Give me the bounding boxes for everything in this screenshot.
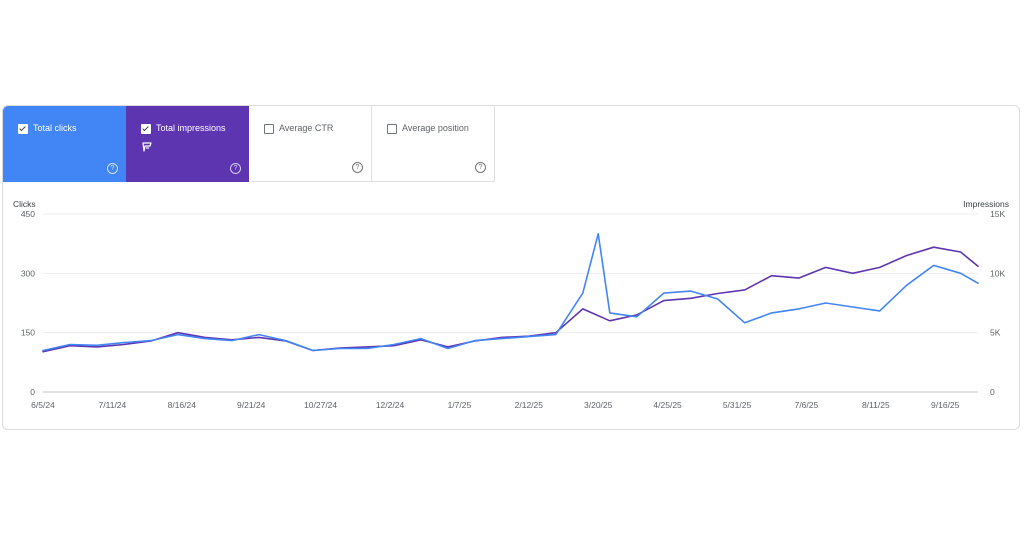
x-axis-tick-label: 7/11/24 xyxy=(99,400,127,410)
help-icon[interactable]: ? xyxy=(475,162,486,173)
checkbox-unchecked-icon[interactable] xyxy=(264,123,274,134)
help-icon[interactable]: ? xyxy=(352,162,363,173)
metric-label: Total clicks xyxy=(33,123,77,133)
x-axis-tick-label: 6/5/24 xyxy=(31,400,55,410)
x-axis-tick-label: 9/21/24 xyxy=(237,400,266,410)
annotation-icon[interactable] xyxy=(142,142,152,152)
chart-canvas[interactable]: 450 300 150 0 15K 10K 5K 0 6/5/24 7/11/24 8/16/24 9… xyxy=(3,192,1020,417)
metric-label: Average position xyxy=(402,123,469,133)
x-axis-tick-label: 1/7/25 xyxy=(448,400,472,410)
help-icon[interactable]: ? xyxy=(230,163,241,174)
x-axis-tick-label: 3/20/25 xyxy=(584,400,613,410)
checkbox-checked-icon[interactable] xyxy=(18,123,28,134)
left-axis-tick-label: 450 xyxy=(21,209,35,219)
checkbox-checked-icon[interactable] xyxy=(141,123,151,134)
x-axis-tick-label: 8/11/25 xyxy=(862,400,890,410)
metric-card-total-impressions[interactable]: Total impressions ? xyxy=(126,106,249,182)
checkbox-unchecked-icon[interactable] xyxy=(387,123,397,134)
performance-panel: Total clicks ? Total impressions ? Avera… xyxy=(2,105,1020,430)
left-axis-tick-label: 150 xyxy=(21,328,35,338)
right-axis-tick-label: 0 xyxy=(990,387,995,397)
metric-cards: Total clicks ? Total impressions ? Avera… xyxy=(3,106,495,182)
metric-card-average-ctr[interactable]: Average CTR ? xyxy=(249,106,372,182)
x-axis-tick-label: 5/31/25 xyxy=(723,400,752,410)
left-axis-tick-label: 0 xyxy=(30,387,35,397)
metric-card-average-position[interactable]: Average position ? xyxy=(372,106,495,182)
right-axis-tick-label: 5K xyxy=(990,328,1001,338)
x-axis-tick-label: 7/6/25 xyxy=(795,400,819,410)
help-icon[interactable]: ? xyxy=(107,163,118,174)
x-axis-tick-label: 4/25/25 xyxy=(653,400,682,410)
right-axis-tick-label: 15K xyxy=(990,209,1005,219)
x-axis-tick-label: 12/2/24 xyxy=(376,400,405,410)
x-axis-tick-label: 9/16/25 xyxy=(931,400,960,410)
performance-chart: Clicks Impressions 450 300 150 0 15K 10K 5K 0 6/… xyxy=(3,192,1020,417)
x-axis-tick-label: 10/27/24 xyxy=(304,400,337,410)
left-axis-tick-label: 300 xyxy=(21,268,35,278)
left-axis-title: Clicks xyxy=(13,199,36,209)
x-axis-tick-label: 8/16/24 xyxy=(168,400,197,410)
series-line-clicks xyxy=(42,233,979,352)
x-axis-tick-label: 2/12/25 xyxy=(515,400,544,410)
right-axis-tick-label: 10K xyxy=(990,268,1005,278)
right-axis-title: Impressions xyxy=(963,199,1009,209)
metric-label: Average CTR xyxy=(279,123,334,133)
metric-card-total-clicks[interactable]: Total clicks ? xyxy=(3,106,126,182)
metric-label: Total impressions xyxy=(156,123,226,133)
